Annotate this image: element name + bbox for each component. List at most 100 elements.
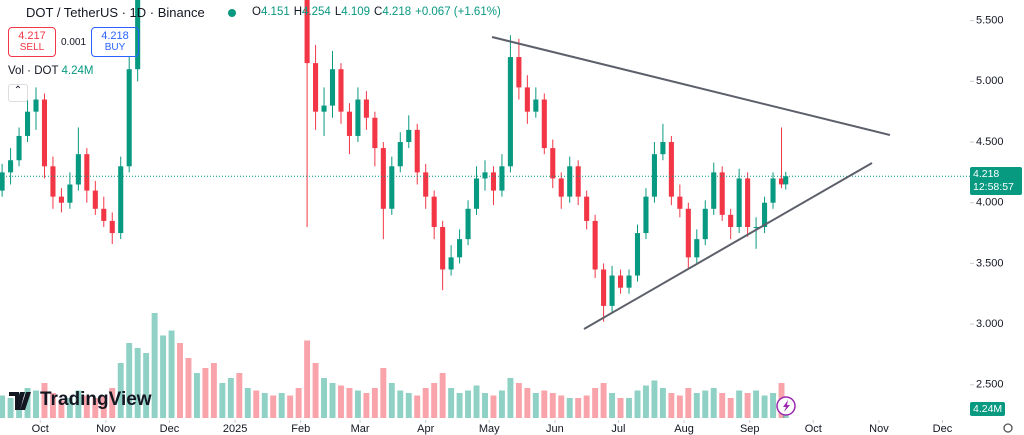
ohlc-value: 4.254 [302,6,331,18]
symbol: DOT / TetherUS · 1D · Binance [26,5,205,20]
candle-body [0,172,5,191]
y-tick-label: 3.000 [976,318,1004,330]
volume-bar [532,393,539,418]
volume-bar [363,393,370,418]
x-tick-label: Dec [933,423,953,435]
candle-body [550,148,556,179]
candle-body [109,220,115,234]
candle-body [346,111,352,136]
candle-body [685,208,691,258]
volume-bar [583,395,590,418]
candle-body [668,142,674,197]
volume-bar [244,388,251,418]
volume-bar [744,393,751,418]
volume-bar [473,385,480,418]
volume-bar [202,368,209,418]
volume-bar [0,395,6,418]
candle-body [448,257,454,270]
volume-bar [185,358,192,418]
volume-bar [422,388,429,418]
volume-bar [575,398,582,418]
volume-bar [338,385,344,418]
volume-bar [753,390,760,418]
x-tick-label: Apr [417,423,434,435]
volume-bar [109,388,116,418]
y-tick-label: 5.000 [976,75,1004,87]
volume-bar [710,388,717,418]
sell-button[interactable]: 4.217 SELL [8,27,56,57]
ohlc-label: O [252,6,261,18]
volume-bar [592,388,599,418]
volume-bar [431,383,438,418]
volume-bar [49,393,56,418]
y-tick-label: 3.500 [976,257,1004,269]
volume-bar [388,383,395,418]
candle-body [24,111,31,136]
volume-bar [346,388,353,418]
x-tick-label: Jun [546,423,564,435]
y-tick-label: 4.500 [976,136,1004,148]
candle-body [389,166,395,209]
logo-mark [9,392,31,410]
collapse-button[interactable]: ⌃ [8,84,28,102]
candle-body [135,0,141,70]
candle-body [465,208,471,240]
volume-bar [354,390,361,418]
volume-bar [685,388,692,418]
candle-body [457,239,463,258]
axes: 5.500 5.000 4.500 4.000 3.500 3.000 2.500 Oct No… [32,15,1004,435]
volume-bar [168,330,175,418]
volume-bar [693,393,700,418]
candle-body [58,196,64,203]
candle-body [397,142,403,167]
candle-body [651,154,657,197]
volume-bar [770,393,776,418]
candle-body [67,184,73,203]
volume-bar [321,378,328,418]
x-tick-label: Aug [674,423,694,435]
volume-bar [100,395,107,418]
spread: 0.001 [61,37,87,48]
candle-body [372,117,378,149]
candle-body [473,178,480,209]
volume-bar [617,398,624,418]
volume-bar [642,385,649,418]
x-tick-label: 2025 [223,423,247,435]
last-price-tag: 4.218 12:58:57 [970,167,1022,196]
volume-bar [33,390,39,418]
candle-body [507,57,513,167]
candle-body [126,69,132,167]
candle-body [313,63,319,112]
candle-body [558,178,564,197]
candle-body [431,196,437,227]
volume-bar [626,398,632,418]
candle-body [101,208,107,221]
x-tick-label: Feb [291,423,310,435]
candle-body [16,135,22,161]
candle-body [50,166,56,197]
x-tick-label: Jul [611,423,625,435]
volume-bar [668,393,675,418]
trendline [583,162,873,330]
candle-body [778,178,785,185]
candle-body [728,214,734,227]
candle-body [711,172,717,209]
volume-bar [227,378,234,418]
change: +0.067 (+1.61%) [415,6,501,18]
buy-button[interactable]: 4.218 BUY [91,27,139,57]
candle-body [626,275,632,288]
candle-body [533,99,539,112]
settings[interactable] [1003,423,1013,433]
price-pane [0,0,970,322]
volume-bar [66,398,73,418]
volume-bar [414,395,421,418]
candle-body [567,166,573,197]
candle-body [41,99,48,167]
candle-body [338,69,344,112]
x-tick-label: Oct [805,423,822,435]
candle-body [490,172,497,191]
volume-bar [261,393,268,418]
volume-bar [41,383,48,418]
volume-bar [566,398,573,418]
candle-body [677,196,683,209]
